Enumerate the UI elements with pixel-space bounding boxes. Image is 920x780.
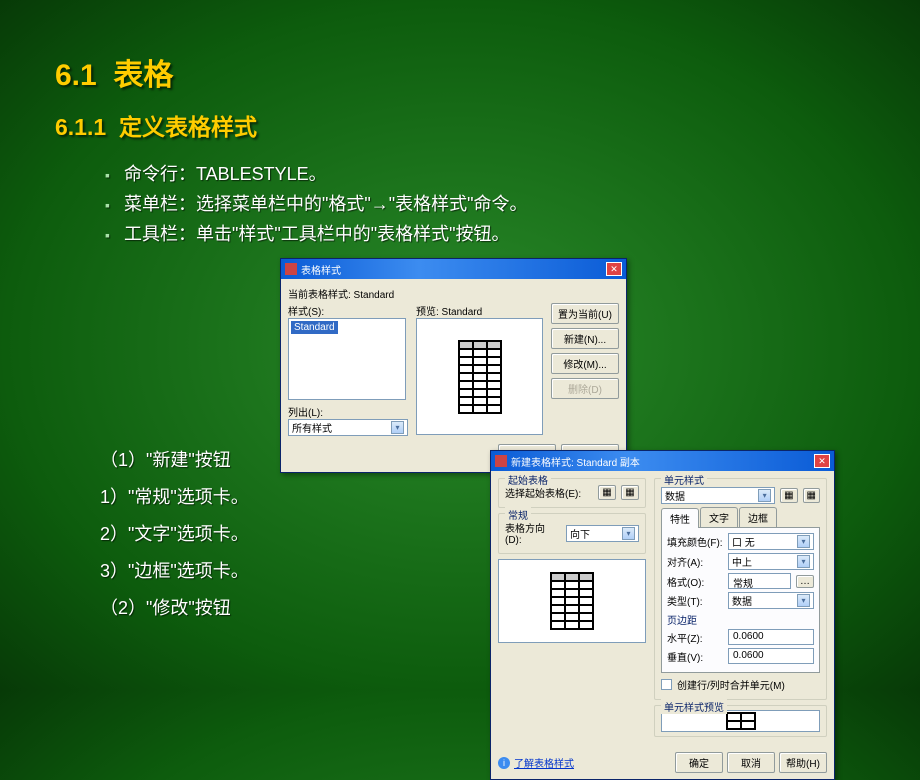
merge-checkbox[interactable]: [661, 679, 672, 690]
cell-style-fieldset: 单元样式 数据▾ ▦ ▦ 特性 文字 边框 填充颜色(F):口 无▾ 对齐(A)…: [654, 478, 827, 700]
chevron-down-icon[interactable]: ▾: [797, 555, 810, 568]
learn-link[interactable]: 了解表格样式: [514, 755, 574, 770]
bullet-item: 命令行：TABLESTYLE。: [105, 160, 865, 186]
tabs: 特性 文字 边框: [661, 507, 820, 528]
chevron-down-icon[interactable]: ▾: [622, 527, 635, 540]
tab-border[interactable]: 边框: [739, 507, 777, 527]
subheading-number: 6.1.1: [55, 114, 106, 140]
ok-button[interactable]: 确定: [675, 752, 723, 773]
general-fieldset: 常规 表格方向(D): 向下▾: [498, 513, 646, 554]
h-margin-input[interactable]: 0.0600: [728, 629, 814, 645]
tab-properties[interactable]: 特性: [661, 508, 699, 528]
new-table-style-dialog: 新建表格样式: Standard 副本 ✕ 起始表格 选择起始表格(E): ▦ …: [490, 450, 835, 780]
cell-preview-fieldset: 单元样式预览: [654, 705, 827, 737]
app-icon: [495, 455, 507, 467]
cell-preview-legend: 单元样式预览: [661, 699, 727, 714]
fill-combo[interactable]: 口 无▾: [728, 533, 814, 550]
format-label: 格式(O):: [667, 574, 723, 589]
dialog1-title: 表格样式: [301, 262, 341, 277]
dialog2-title: 新建表格样式: Standard 副本: [511, 454, 640, 469]
current-style-label: 当前表格样式: Standard: [288, 286, 619, 301]
type-combo[interactable]: 数据▾: [728, 592, 814, 609]
close-icon[interactable]: ✕: [814, 454, 830, 468]
cancel-button[interactable]: 取消: [727, 752, 775, 773]
start-table-legend: 起始表格: [505, 472, 551, 487]
close-icon[interactable]: ✕: [606, 262, 622, 276]
app-icon: [285, 263, 297, 275]
delete-button: 删除(D): [551, 378, 619, 399]
subsection-heading: 6.1.1 定义表格样式: [55, 108, 865, 142]
pick-table-icon[interactable]: ▦: [598, 485, 616, 500]
margin-legend: 页边距: [667, 612, 814, 627]
format-more-button[interactable]: …: [796, 575, 814, 588]
chevron-down-icon[interactable]: ▾: [797, 535, 810, 548]
general-legend: 常规: [505, 507, 531, 522]
start-hint-label: 选择起始表格(E):: [505, 485, 593, 500]
start-table-fieldset: 起始表格 选择起始表格(E): ▦ ▦: [498, 478, 646, 508]
set-current-button[interactable]: 置为当前(U): [551, 303, 619, 324]
new-cell-style-icon[interactable]: ▦: [780, 488, 797, 503]
styles-listbox[interactable]: Standard: [288, 318, 406, 400]
chevron-down-icon[interactable]: ▾: [797, 594, 810, 607]
heading-title: 表格: [113, 59, 173, 92]
manage-cell-style-icon[interactable]: ▦: [803, 488, 820, 503]
preview-area-2: [498, 559, 646, 643]
table-style-dialog: 表格样式 ✕ 当前表格样式: Standard 样式(S): Standard …: [280, 258, 627, 473]
preview-label: 预览: Standard: [416, 303, 543, 318]
subheading-title: 定义表格样式: [119, 114, 257, 140]
bullet-item: 菜单栏：选择菜单栏中的"格式"→"表格样式"命令。: [105, 190, 865, 216]
help-button[interactable]: 帮助(H): [779, 752, 827, 773]
preview-table-2: [550, 572, 594, 630]
table-dir-combo[interactable]: 向下▾: [566, 525, 639, 542]
cell-style-combo[interactable]: 数据▾: [661, 487, 775, 504]
table-dir-label: 表格方向(D):: [505, 520, 561, 546]
type-label: 类型(T):: [667, 593, 723, 608]
styles-label: 样式(S):: [288, 303, 408, 318]
modify-button[interactable]: 修改(M)...: [551, 353, 619, 374]
fill-label: 填充颜色(F):: [667, 534, 723, 549]
list-filter-combo[interactable]: 所有样式▾: [288, 419, 408, 436]
list-label: 列出(L):: [288, 404, 408, 419]
h-margin-label: 水平(Z):: [667, 630, 723, 645]
v-margin-label: 垂直(V):: [667, 649, 723, 664]
bullet-list: 命令行：TABLESTYLE。 菜单栏：选择菜单栏中的"格式"→"表格样式"命令…: [105, 160, 865, 246]
preview-area: [416, 318, 543, 435]
align-combo[interactable]: 中上▾: [728, 553, 814, 570]
format-input[interactable]: 常规: [728, 573, 791, 589]
chevron-down-icon[interactable]: ▾: [758, 489, 771, 502]
section-heading: 6.1 表格: [55, 50, 865, 94]
style-item-selected[interactable]: Standard: [291, 321, 338, 334]
cell-style-legend: 单元样式: [661, 472, 707, 487]
dialog1-titlebar[interactable]: 表格样式 ✕: [281, 259, 626, 279]
chevron-down-icon[interactable]: ▾: [391, 421, 404, 434]
bullet-item: 工具栏：单击"样式"工具栏中的"表格样式"按钮。: [105, 220, 865, 246]
clear-table-icon[interactable]: ▦: [621, 485, 639, 500]
align-label: 对齐(A):: [667, 554, 723, 569]
new-button[interactable]: 新建(N)...: [551, 328, 619, 349]
preview-table: [458, 340, 502, 414]
heading-number: 6.1: [55, 59, 97, 92]
info-icon: i: [498, 757, 510, 769]
tab-text[interactable]: 文字: [700, 507, 738, 527]
v-margin-input[interactable]: 0.0600: [728, 648, 814, 664]
dialog2-titlebar[interactable]: 新建表格样式: Standard 副本 ✕: [491, 451, 834, 471]
